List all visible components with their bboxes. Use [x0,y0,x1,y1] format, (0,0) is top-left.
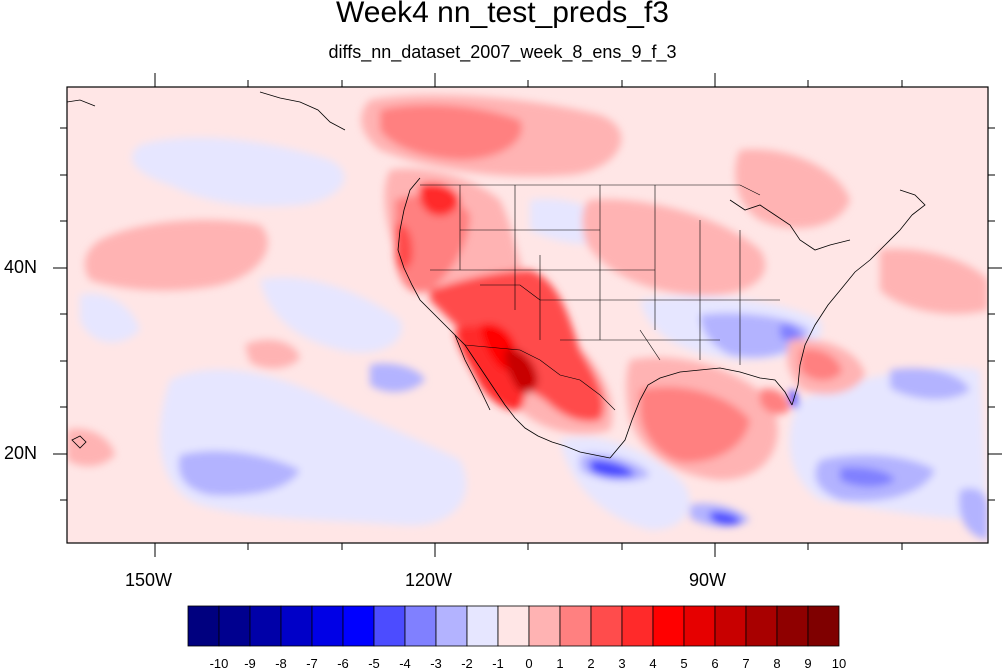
colorbar-tick-label: 4 [649,656,657,671]
colorbar-swatch [652,605,685,647]
colorbar-tick-label: -9 [244,656,256,671]
colorbar-tick-label: 5 [680,656,688,671]
colorbar-swatch [745,605,778,647]
colorbar-tick-label: 9 [804,656,812,671]
colorbar-swatch [187,605,220,647]
colorbar-swatch [342,605,375,647]
colorbar-tick-label: -2 [461,656,473,671]
colorbar-swatch [404,605,437,647]
anomaly-field [67,87,988,543]
colorbar-swatch [528,605,561,647]
colorbar-swatch [714,605,747,647]
axis-ticks [53,73,1002,557]
colorbar-swatch [776,605,809,647]
colorbar-tick-label: -8 [275,656,287,671]
colorbar-swatch [807,605,840,647]
colorbar [187,605,840,647]
colorbar-tick-label: -1 [492,656,504,671]
colorbar-swatch [249,605,282,647]
colorbar-swatch [590,605,623,647]
colorbar-tick-label: 6 [711,656,719,671]
colorbar-tick-label: -5 [368,656,380,671]
colorbar-swatch [280,605,313,647]
colorbar-swatch [559,605,592,647]
state-boundaries [420,184,780,411]
colorbar-tick-label: 3 [618,656,626,671]
map-title: Week4 nn_test_preds_f3 [335,0,669,29]
colorbar-tick-label: 2 [587,656,595,671]
lat-label-40n: 40N [4,257,38,277]
colorbar-swatch [311,605,344,647]
coastlines [67,91,926,459]
colorbar-tick-label: -4 [399,656,411,671]
map-subtitle: diffs_nn_dataset_2007_week_8_ens_9_f_3 [328,42,677,62]
colorbar-swatch [373,605,406,647]
lon-label-90w: 90W [689,570,727,590]
lon-label-150w: 150W [125,570,173,590]
colorbar-swatch [435,605,468,647]
colorbar-tick-label: 1 [556,656,564,671]
colorbar-tick-label: 0 [525,656,533,671]
lat-label-20n: 20N [4,443,38,463]
colorbar-tick-label: -6 [337,656,349,671]
colorbar-swatch [466,605,499,647]
colorbar-tick-label: -7 [306,656,318,671]
colorbar-tick-label: 10 [831,656,847,671]
colorbar-swatch [683,605,716,647]
colorbar-swatch [218,605,251,647]
colorbar-tick-label: -10 [209,656,229,671]
colorbar-tick-label: -3 [430,656,442,671]
colorbar-swatch [621,605,654,647]
colorbar-tick-label: 7 [742,656,750,671]
lon-label-120w: 120W [405,570,453,590]
colorbar-swatch [497,605,530,647]
colorbar-tick-label: 8 [773,656,781,671]
